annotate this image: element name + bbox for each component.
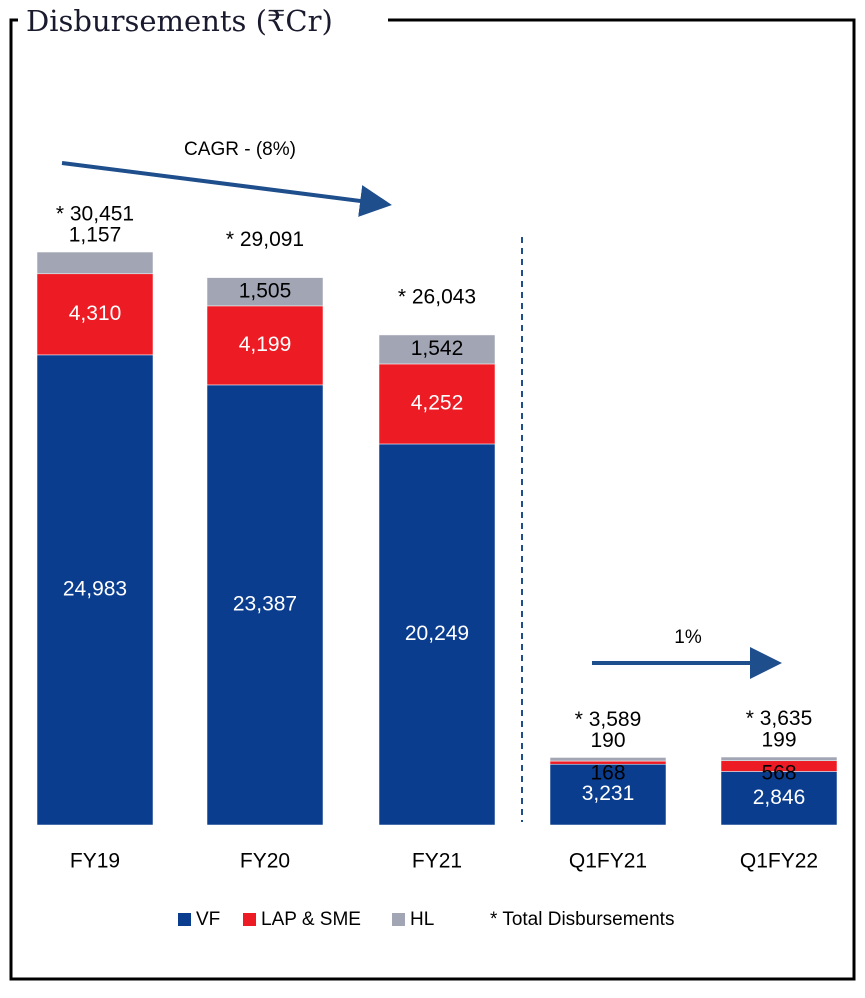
- value-label: 168: [590, 762, 625, 785]
- bar-segment: [721, 757, 837, 761]
- total-label: * 3,635: [746, 707, 813, 730]
- value-label: 568: [761, 761, 796, 784]
- trend-arrow: [62, 163, 384, 204]
- x-tick-label: Q1FY22: [740, 850, 818, 873]
- x-tick-label: FY21: [412, 850, 462, 873]
- value-label: 23,387: [233, 593, 297, 616]
- value-label: 1,542: [411, 337, 464, 360]
- x-tick-label: FY19: [70, 850, 120, 873]
- legend-swatch: [178, 913, 191, 926]
- annotation: 1%: [674, 627, 702, 648]
- total-label: * 29,091: [226, 228, 304, 251]
- total-label: * 26,043: [398, 285, 476, 308]
- bar-segment: [37, 252, 153, 274]
- value-label: 4,252: [411, 392, 464, 415]
- value-label: 1,157: [69, 224, 122, 247]
- x-tick-label: FY20: [240, 850, 290, 873]
- total-label: * 30,451: [56, 203, 134, 226]
- legend-label: VF: [196, 909, 220, 930]
- value-label: 4,310: [69, 302, 122, 325]
- legend-label: LAP & SME: [261, 909, 361, 930]
- legend-label: * Total Disbursements: [490, 909, 674, 930]
- bar-segment: [550, 757, 666, 761]
- legend-swatch: [392, 913, 405, 926]
- value-label: 2,846: [753, 786, 806, 809]
- value-label: 1,505: [239, 279, 292, 302]
- value-label: 24,983: [63, 577, 127, 600]
- chart-title: Disbursements (₹Cr): [26, 4, 333, 38]
- annotation: CAGR - (8%): [184, 139, 296, 160]
- page: {"chart_data": { "type": "stacked-bar", …: [0, 0, 865, 993]
- value-label: 3,231: [582, 782, 635, 805]
- legend-label: HL: [410, 909, 434, 930]
- legend-swatch: [243, 913, 256, 926]
- value-label: 20,249: [405, 622, 469, 645]
- x-tick-label: Q1FY21: [569, 850, 647, 873]
- chart: Disbursements (₹Cr) CAGR - (8%) 1% 24,98…: [0, 0, 865, 993]
- value-label: 190: [590, 729, 625, 752]
- value-label: 199: [761, 729, 796, 752]
- value-label: 4,199: [239, 333, 292, 356]
- total-label: * 3,589: [575, 708, 642, 731]
